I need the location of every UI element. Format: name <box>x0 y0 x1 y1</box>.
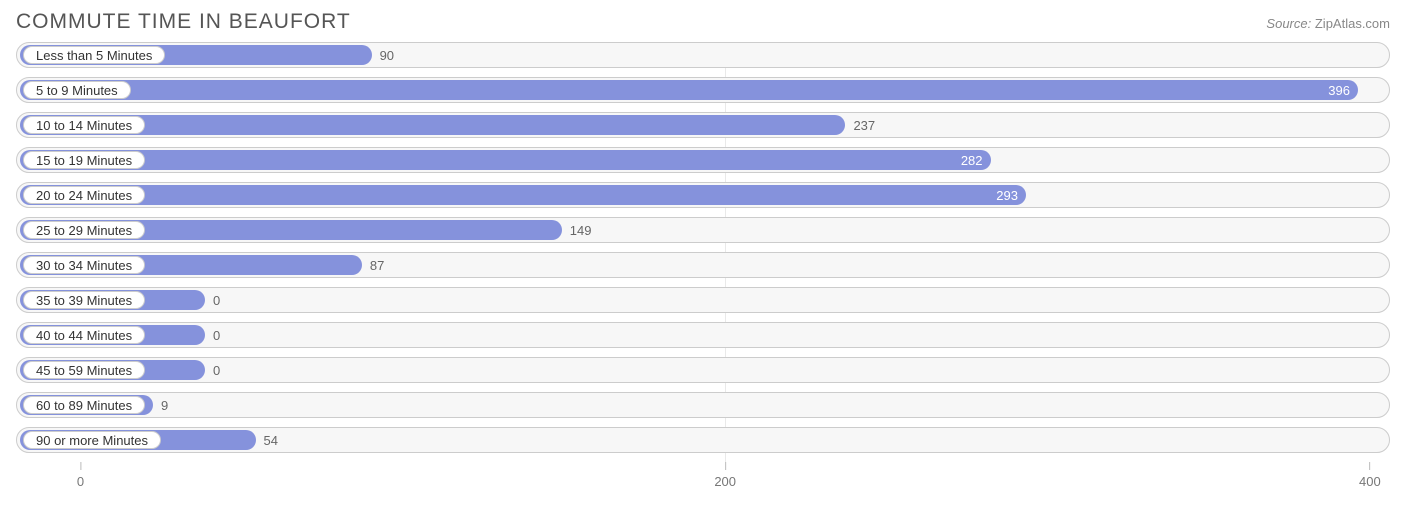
bar-fill <box>20 185 1026 205</box>
value-label: 282 <box>961 148 983 172</box>
chart-row: 30 to 34 Minutes 87 <box>16 252 1390 278</box>
category-pill: 25 to 29 Minutes <box>23 221 145 239</box>
chart-rows: Less than 5 Minutes905 to 9 Minutes39610… <box>16 42 1390 453</box>
chart-row: 20 to 24 Minutes 293 <box>16 182 1390 208</box>
category-pill: 10 to 14 Minutes <box>23 116 145 134</box>
tick-mark <box>725 462 726 470</box>
value-label: 396 <box>1328 78 1350 102</box>
value-label: 90 <box>380 43 394 67</box>
chart-row: Less than 5 Minutes 90 <box>16 42 1390 68</box>
source-value: ZipAtlas.com <box>1315 16 1390 31</box>
chart-row: 25 to 29 Minutes 149 <box>16 217 1390 243</box>
category-pill: 15 to 19 Minutes <box>23 151 145 169</box>
chart-row: 35 to 39 Minutes 0 <box>16 287 1390 313</box>
tick-label: 200 <box>714 474 736 489</box>
bar-chart: Less than 5 Minutes905 to 9 Minutes39610… <box>16 42 1390 502</box>
tick-mark <box>1369 462 1370 470</box>
chart-row: 45 to 59 Minutes 0 <box>16 357 1390 383</box>
source-label: Source: <box>1266 16 1311 31</box>
category-pill: 40 to 44 Minutes <box>23 326 145 344</box>
value-label: 87 <box>370 253 384 277</box>
chart-row: 15 to 19 Minutes 282 <box>16 147 1390 173</box>
category-pill: 30 to 34 Minutes <box>23 256 145 274</box>
category-pill: 45 to 59 Minutes <box>23 361 145 379</box>
chart-row: 5 to 9 Minutes 396 <box>16 77 1390 103</box>
category-pill: 20 to 24 Minutes <box>23 186 145 204</box>
value-label: 9 <box>161 393 168 417</box>
x-axis-tick: 200 <box>714 462 736 489</box>
tick-label: 400 <box>1359 474 1381 489</box>
chart-container: COMMUTE TIME IN BEAUFORT Source: ZipAtla… <box>0 0 1406 523</box>
category-pill: 90 or more Minutes <box>23 431 161 449</box>
header: COMMUTE TIME IN BEAUFORT Source: ZipAtla… <box>16 10 1390 34</box>
source-attribution: Source: ZipAtlas.com <box>1266 16 1390 31</box>
category-pill: 5 to 9 Minutes <box>23 81 131 99</box>
category-pill: 60 to 89 Minutes <box>23 396 145 414</box>
bar-fill <box>20 80 1358 100</box>
value-label: 0 <box>213 358 220 382</box>
value-label: 0 <box>213 288 220 312</box>
tick-label: 0 <box>77 474 84 489</box>
chart-row: 60 to 89 Minutes 9 <box>16 392 1390 418</box>
chart-title: COMMUTE TIME IN BEAUFORT <box>16 10 351 34</box>
tick-mark <box>80 462 81 470</box>
bar-fill <box>20 150 991 170</box>
chart-row: 40 to 44 Minutes 0 <box>16 322 1390 348</box>
chart-row: 10 to 14 Minutes 237 <box>16 112 1390 138</box>
chart-row: 90 or more Minutes 54 <box>16 427 1390 453</box>
value-label: 293 <box>996 183 1018 207</box>
category-pill: Less than 5 Minutes <box>23 46 165 64</box>
category-pill: 35 to 39 Minutes <box>23 291 145 309</box>
x-axis: 0 200 400 <box>16 462 1390 502</box>
value-label: 0 <box>213 323 220 347</box>
x-axis-tick: 400 <box>1359 462 1381 489</box>
value-label: 54 <box>264 428 278 452</box>
x-axis-tick: 0 <box>77 462 84 489</box>
value-label: 237 <box>853 113 875 137</box>
value-label: 149 <box>570 218 592 242</box>
